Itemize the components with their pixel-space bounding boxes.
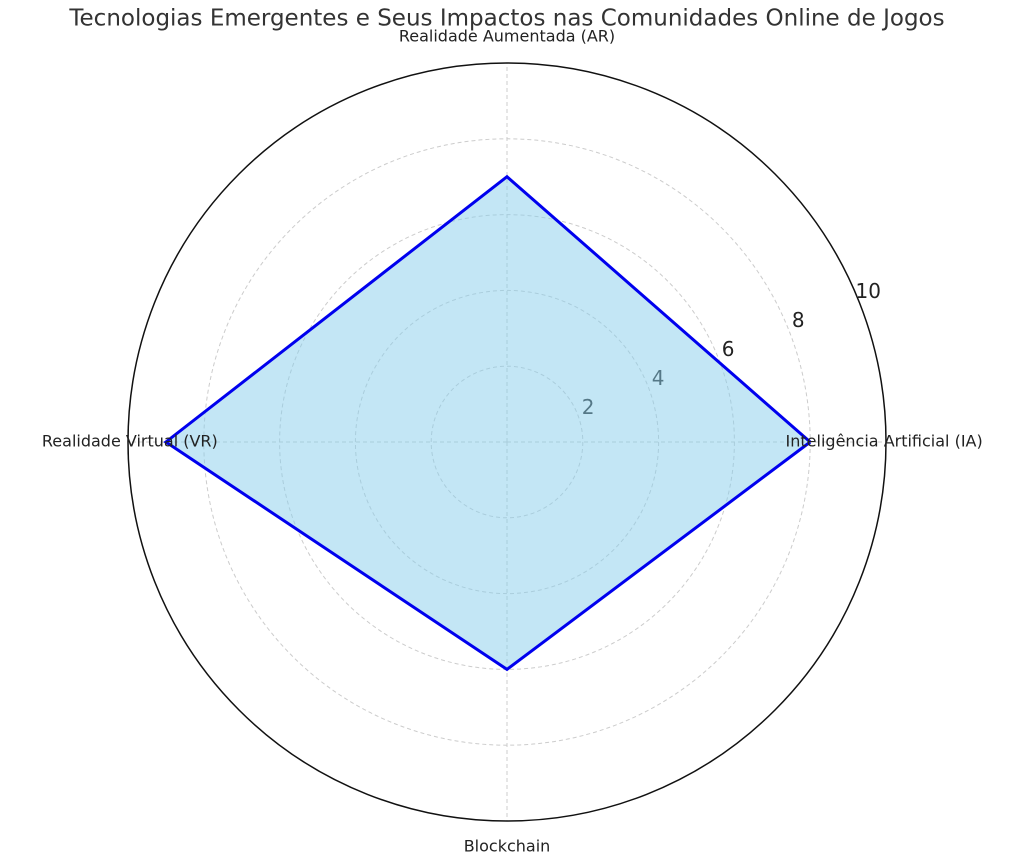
r-tick-label: 8	[792, 308, 805, 332]
outer-ring	[127, 62, 887, 822]
chart-title: Tecnologias Emergentes e Seus Impactos n…	[68, 6, 944, 32]
category-label: Inteligência Artificial (IA)	[786, 432, 983, 451]
area	[165, 176, 811, 670]
r-tick-label: 6	[722, 337, 735, 361]
category-label: Realidade Aumentada (AR)	[399, 27, 615, 46]
r-tick-label: 10	[856, 279, 881, 303]
category-label: Realidade Virtual (VR)	[42, 432, 218, 451]
category-label: Blockchain	[464, 836, 551, 855]
line	[163, 174, 812, 672]
